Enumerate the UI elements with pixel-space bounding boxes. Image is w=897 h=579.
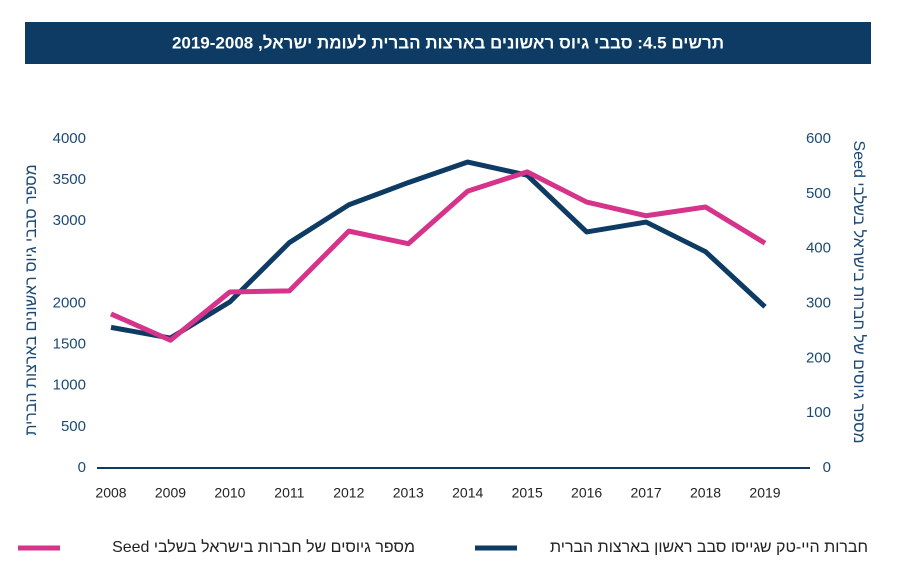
y2-tick-label: 100 <box>806 404 831 421</box>
y-tick-label: 1500 <box>53 336 86 353</box>
legend-label: חברות היי-טק שגייסו סבב ראשון בארצות הבר… <box>550 539 868 556</box>
y-tick-label: 2000 <box>53 294 86 311</box>
x-tick-label: 2009 <box>155 485 186 501</box>
y2-axis-title: מספר גיוסים של חברות בישראל בשלבי Seed <box>850 141 868 444</box>
chart-title: תרשים 4.5: סבבי גיוס ראשונים בארצות הברי… <box>172 33 724 52</box>
x-tick-label: 2008 <box>95 485 126 501</box>
x-tick-label: 2019 <box>749 485 780 501</box>
y2-tick-label: 500 <box>806 185 831 202</box>
y2-tick-label: 400 <box>806 240 831 257</box>
y2-tick-label: 0 <box>823 459 831 476</box>
y-tick-label: 3000 <box>53 212 86 229</box>
x-tick-label: 2015 <box>512 485 543 501</box>
x-tick-label: 2011 <box>274 485 304 501</box>
y2-tick-label: 600 <box>806 130 831 147</box>
title-bar <box>25 22 871 64</box>
x-tick-label: 2018 <box>690 485 721 501</box>
x-tick-label: 2013 <box>393 485 424 501</box>
y-tick-label: 1000 <box>53 377 86 394</box>
y2-tick-label: 300 <box>806 294 831 311</box>
series-line <box>110 159 767 341</box>
x-tick-label: 2017 <box>631 485 662 501</box>
y-tick-label: 3500 <box>53 171 86 188</box>
series-line <box>109 169 767 343</box>
legend-label: מספר גיוסים של חברות בישראל בשלבי Seed <box>112 538 415 556</box>
y-tick-label: 4000 <box>53 130 86 147</box>
x-tick-label: 2016 <box>571 485 602 501</box>
x-tick-label: 2012 <box>333 485 364 501</box>
x-tick-label: 2010 <box>214 485 245 501</box>
y2-tick-label: 200 <box>806 349 831 366</box>
y-axis-title: מספר סבבי גיוס ראשונים בארצות הברית <box>23 164 40 435</box>
x-tick-label: 2014 <box>452 485 483 501</box>
y-tick-label: 500 <box>61 418 86 435</box>
y-tick-label: 0 <box>78 459 86 476</box>
